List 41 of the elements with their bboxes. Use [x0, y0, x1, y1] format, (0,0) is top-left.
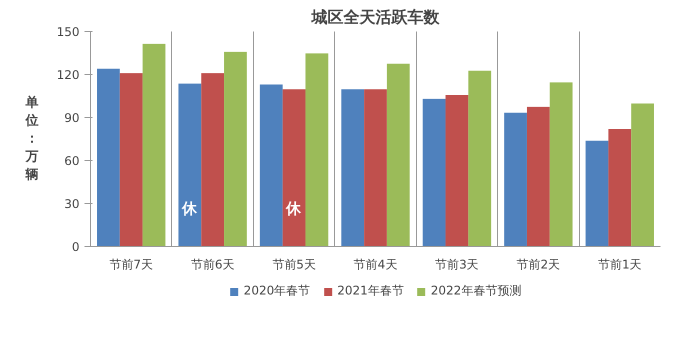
- bar: [97, 68, 120, 246]
- bar: [282, 89, 306, 246]
- x-tick-label: 节前6天: [190, 258, 234, 272]
- bar: [120, 73, 143, 246]
- bar: [422, 98, 446, 246]
- bar: [364, 89, 387, 246]
- bar: [201, 73, 224, 246]
- bar: [386, 64, 410, 246]
- bar: [224, 52, 247, 246]
- bar: [446, 94, 468, 246]
- annotation: 休: [181, 200, 198, 218]
- x-tick-label: 节前5天: [272, 258, 316, 272]
- bar: [142, 44, 166, 246]
- x-tick-label: 节前4天: [354, 258, 398, 272]
- bar: [526, 106, 550, 246]
- legend-label: 2020年春节: [244, 282, 310, 300]
- x-tick-label: 节前7天: [109, 258, 154, 272]
- legend-label: 2022年春节预测: [430, 282, 522, 300]
- y-tick-label: 150: [56, 25, 80, 39]
- x-tick-label: 节前1天: [598, 258, 642, 272]
- bar: [305, 53, 328, 246]
- x-tick-label: 节前3天: [435, 258, 479, 272]
- bar: [468, 70, 492, 246]
- chart-title: 城区全天活跃车数: [310, 8, 440, 26]
- bar: [586, 140, 608, 246]
- annotation: 休: [285, 200, 302, 218]
- y-tick-label: 60: [64, 154, 80, 168]
- y-tick-label: 30: [64, 197, 80, 211]
- legend-label: 2021年春节: [337, 282, 404, 300]
- bar: [341, 89, 364, 246]
- y-tick-label: 120: [56, 68, 80, 82]
- bar: [550, 82, 573, 246]
- y-tick-label: 0: [72, 240, 80, 254]
- x-tick-label: 节前2天: [516, 258, 560, 272]
- y-axis-title: 单位：万辆: [24, 94, 39, 182]
- bar: [608, 128, 632, 246]
- y-tick-label: 90: [64, 111, 80, 125]
- bar: [631, 103, 654, 246]
- bar: [178, 84, 202, 246]
- bar: [260, 84, 283, 246]
- bar: [504, 112, 527, 246]
